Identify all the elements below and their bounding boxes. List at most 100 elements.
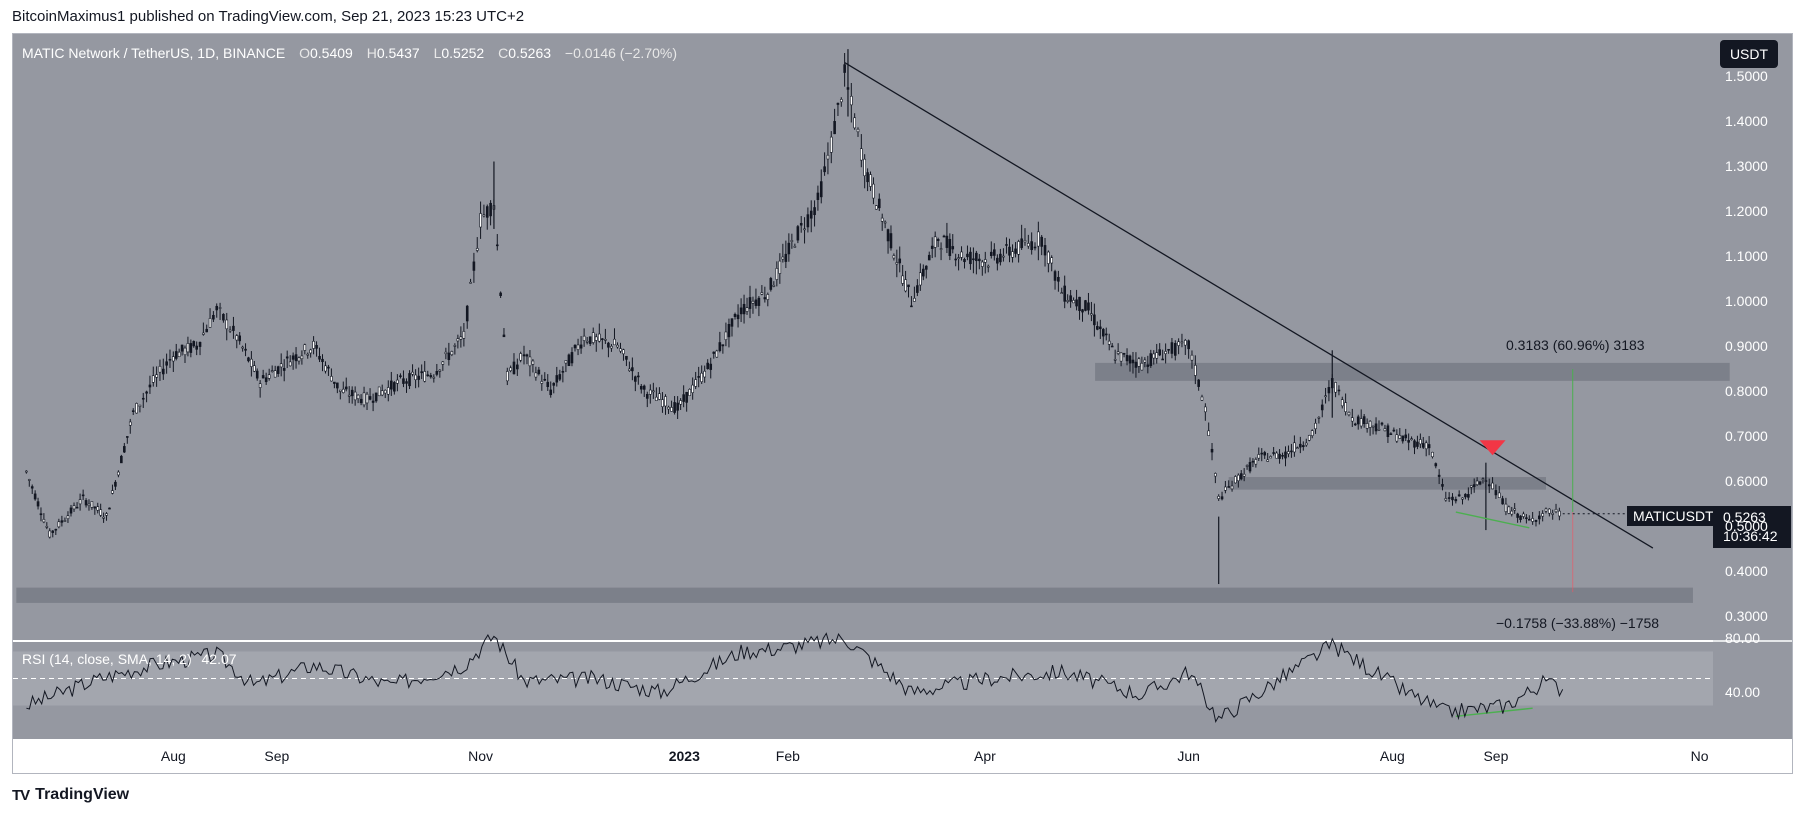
rsi-label[interactable]: RSI (14, close, SMA, 14, 2) (22, 651, 192, 667)
candle-body (1011, 251, 1014, 258)
price-tick-label: 1.3000 (1725, 158, 1768, 174)
candle-body (321, 358, 324, 363)
candle-body (356, 394, 360, 399)
candle-body (999, 253, 1002, 263)
candle-body (1096, 326, 1099, 330)
candle-body (613, 338, 616, 346)
candle-body (1069, 295, 1072, 302)
candle-body (1275, 452, 1278, 459)
candle-body (192, 341, 196, 347)
candle-body (969, 251, 972, 265)
candle-body (485, 206, 489, 218)
candle-body (1204, 406, 1207, 413)
candle-body (1410, 438, 1413, 440)
candle-body (297, 357, 301, 362)
candle-body (1516, 513, 1519, 518)
candle-body (1293, 442, 1296, 453)
candle-body (27, 479, 31, 481)
candle-body (519, 353, 522, 361)
candle-body (939, 248, 943, 250)
candle-body (393, 382, 396, 392)
candle-body (809, 210, 813, 219)
candle-body (344, 386, 348, 390)
candle-body (1510, 510, 1514, 515)
candle-body (362, 392, 366, 406)
candle-body (960, 251, 963, 258)
candle-body (441, 361, 445, 365)
candle-body (700, 372, 703, 383)
candle-body (787, 242, 791, 255)
candle-body (1072, 299, 1075, 304)
candle-body (803, 228, 806, 231)
brand-name: TradingView (35, 786, 130, 803)
axis-bg (1713, 34, 1792, 739)
price-tick-label: 0.3000 (1725, 607, 1768, 624)
candle-body (645, 393, 649, 399)
candle-body (33, 493, 37, 500)
high-value: 0.5437 (376, 45, 420, 61)
ohlc-legend: MATIC Network / TetherUS, 1D, BINANCE O0… (22, 45, 677, 61)
candle-body (715, 350, 719, 358)
candle-body (679, 400, 682, 405)
candle-body (1194, 365, 1197, 376)
candle-body (244, 348, 247, 351)
candle-body (396, 379, 399, 384)
candle-body (423, 371, 427, 382)
candle-body (1278, 453, 1281, 459)
candle-body (405, 381, 408, 384)
candle-body (1152, 353, 1156, 359)
candle-body (555, 375, 559, 383)
candle-body (823, 166, 826, 173)
candle-body (742, 303, 746, 315)
candle-body (75, 506, 79, 509)
candle-body (90, 501, 94, 508)
candle-body (1170, 342, 1174, 354)
candle-body (39, 513, 43, 516)
candle-body (105, 513, 108, 516)
candle-body (1050, 257, 1054, 264)
candle-body (93, 506, 97, 509)
ticker-label: MATICUSDT (1627, 506, 1720, 526)
candle-body (610, 345, 613, 349)
candle-body (1307, 435, 1311, 441)
time-tick-label: Aug (1379, 748, 1405, 764)
candle-body (1368, 420, 1372, 428)
currency-button[interactable]: USDT (1720, 40, 1778, 68)
tradingview-footer[interactable]: TV TradingView (12, 786, 129, 804)
candle-body (1491, 482, 1494, 490)
candle-body (981, 261, 984, 267)
candle-body (435, 371, 439, 375)
time-tick-label: Nov (468, 748, 494, 764)
candle-body (1467, 494, 1470, 498)
candle-body (1407, 440, 1410, 443)
candle-body (1334, 382, 1337, 393)
candle-body (910, 305, 913, 308)
rsi-tick-label: 40.00 (1725, 684, 1761, 700)
candle-body (502, 334, 506, 338)
candle-body (155, 374, 158, 378)
candle-body (628, 368, 631, 371)
candle-body (1043, 245, 1047, 256)
candle-body (1063, 285, 1066, 302)
candle-body (1494, 490, 1498, 496)
candle-body (983, 259, 987, 263)
candle-body (826, 154, 830, 160)
candle-body (63, 520, 67, 522)
candle-body (1525, 517, 1528, 519)
candle-body (57, 521, 61, 528)
candle-body (1180, 341, 1184, 344)
candle-body (942, 235, 946, 238)
candle-body (886, 229, 890, 242)
candle-body (408, 373, 411, 387)
candle-body (1380, 422, 1384, 425)
price-tick-label: 1.4000 (1725, 113, 1768, 130)
candle-body (778, 260, 782, 274)
candle-body (945, 235, 949, 248)
candle-body (208, 318, 212, 328)
candle-body (1023, 240, 1027, 243)
candle-body (1469, 485, 1473, 488)
candle-body (706, 362, 709, 370)
symbol-title[interactable]: MATIC Network / TetherUS, 1D, BINANCE (22, 45, 286, 61)
candle-body (1263, 452, 1267, 456)
